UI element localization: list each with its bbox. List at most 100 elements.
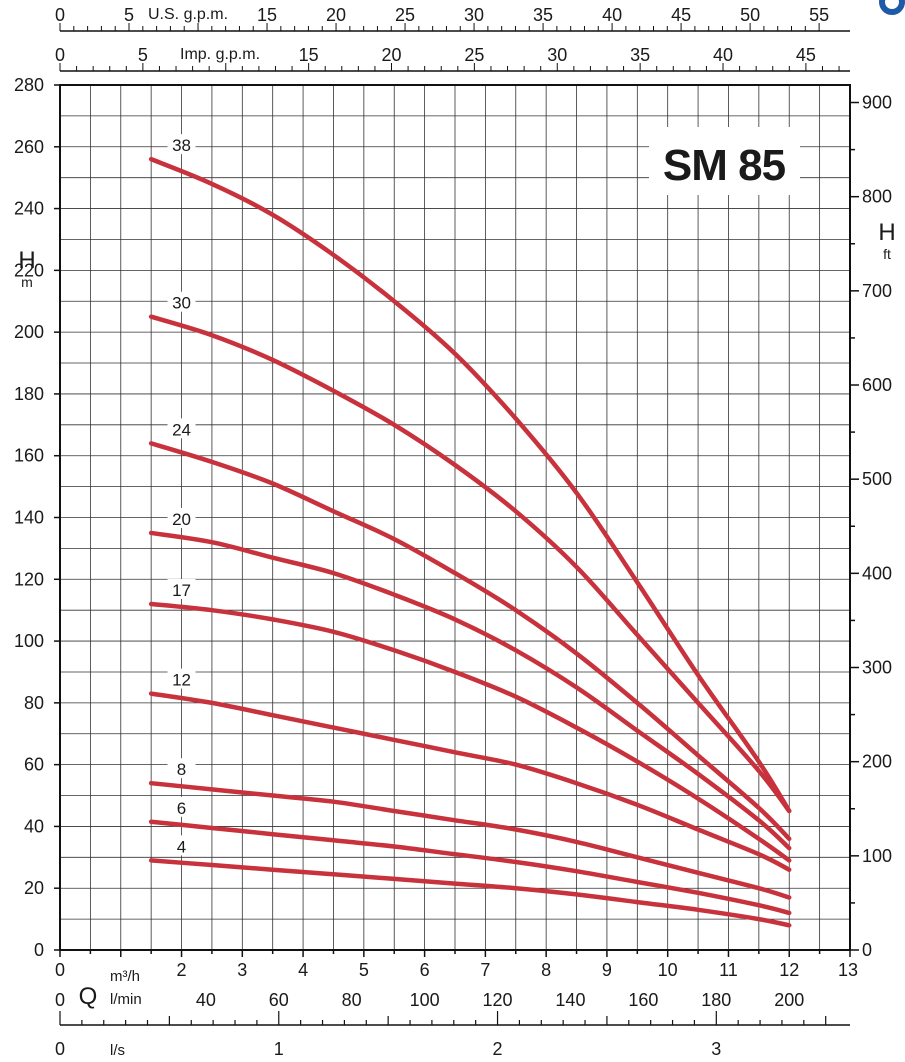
y2-tick-label: 500 [862, 469, 892, 489]
x-unit-label: m³/h [110, 968, 140, 985]
x-tick-label: 7 [480, 960, 490, 980]
us_gpm-tick-label: 30 [464, 5, 484, 25]
y-tick-label: 280 [14, 75, 44, 95]
y-tick-label: 240 [14, 199, 44, 219]
imp_gpm-tick-label: 20 [381, 45, 401, 65]
series-label-20: 20 [172, 510, 191, 529]
us_gpm-tick-label: 35 [533, 5, 553, 25]
series-label-background [167, 579, 196, 599]
series-line-12 [148, 691, 792, 872]
x-tick-label: 3 [237, 960, 247, 980]
ls-tick-label: 0 [55, 1039, 65, 1059]
imp_gpm-tick-label: 15 [299, 45, 319, 65]
us_gpm-tick-label: 0 [55, 5, 65, 25]
y2-tick-label: 100 [862, 846, 892, 866]
series-line-38 [148, 156, 792, 814]
series-label-4: 4 [177, 837, 186, 856]
x-tick-label: 0 [55, 960, 65, 980]
imp_gpm-tick-label: 35 [630, 45, 650, 65]
x-tick-label: 11 [719, 960, 738, 980]
series-label-background [167, 668, 196, 689]
y-tick-label: 180 [14, 384, 44, 404]
series-label-6: 6 [177, 799, 186, 818]
y-tick-label: 140 [14, 508, 44, 528]
lmin-unit-label: l/min [110, 991, 142, 1008]
series-line-6 [148, 819, 792, 916]
lmin-tick-label: 100 [410, 990, 440, 1010]
x-tick-label: 9 [602, 960, 612, 980]
series-label-8: 8 [177, 760, 186, 779]
y-tick-label: 220 [14, 260, 44, 280]
y-tick-label: 200 [14, 322, 44, 342]
y2-tick-label: 300 [862, 658, 892, 678]
us_gpm-tick-label: 20 [326, 5, 346, 25]
imp_gpm-tick-label: 30 [547, 45, 567, 65]
imp_gpm-unit-label: Imp. g.p.m. [180, 46, 260, 63]
lmin-tick-label: 80 [342, 990, 362, 1010]
y2-axis-label: H [878, 219, 895, 246]
y-tick-label: 40 [24, 816, 44, 836]
series-label-background [167, 291, 196, 312]
us_gpm-unit-label: U.S. g.p.m. [148, 6, 228, 23]
brand-logo [870, 0, 905, 20]
y-tick-label: 60 [24, 755, 44, 775]
x-tick-label: 10 [658, 960, 678, 980]
y-tick-label: 160 [14, 446, 44, 466]
us_gpm-tick-label: 25 [395, 5, 415, 25]
imp_gpm-tick-label: 25 [464, 45, 484, 65]
y-tick-label: 0 [34, 940, 44, 960]
lmin-tick-label: 0 [55, 990, 65, 1010]
us_gpm-tick-label: 55 [809, 5, 829, 25]
y2-tick-label: 800 [862, 187, 892, 207]
axes: 0204060801001201401601802002202402602800… [14, 5, 896, 1059]
x-tick-label: 8 [541, 960, 551, 980]
series-label-30: 30 [172, 294, 191, 313]
y-axis-label: H [18, 247, 35, 274]
series-label-background [167, 758, 196, 779]
series-line-4 [148, 858, 792, 928]
x-tick-label: 6 [420, 960, 430, 980]
x-tick-label: 5 [359, 960, 369, 980]
series-label-background [167, 835, 196, 856]
y2-tick-label: 600 [862, 375, 892, 395]
y-tick-label: 100 [14, 631, 44, 651]
us_gpm-tick-label: 50 [740, 5, 760, 25]
y2-tick-label: 700 [862, 281, 892, 301]
y-tick-label: 20 [24, 878, 44, 898]
series-line-30 [148, 314, 792, 814]
series-group [148, 156, 792, 928]
series-label-background [167, 507, 196, 528]
y-tick-label: 260 [14, 137, 44, 157]
chart-title: SM 85 [663, 141, 786, 190]
title-box: SM 85 [649, 127, 800, 195]
lmin-tick-label: 60 [269, 990, 289, 1010]
grid [60, 85, 850, 950]
y2-axis-unit: ft [883, 246, 891, 262]
y-tick-label: 120 [14, 569, 44, 589]
us_gpm-tick-label: 40 [602, 5, 622, 25]
imp_gpm-tick-label: 40 [713, 45, 733, 65]
imp_gpm-tick-label: 0 [55, 45, 65, 65]
us_gpm-tick-label: 5 [124, 5, 134, 25]
series-labels: 38 30 24 20 17 12 8 6 4 [167, 134, 196, 856]
imp_gpm-tick-label: 5 [138, 45, 148, 65]
us_gpm-tick-label: 15 [257, 5, 277, 25]
x-tick-label: 2 [177, 960, 187, 980]
lmin-tick-label: 200 [774, 990, 804, 1010]
lmin-tick-label: 40 [196, 990, 216, 1010]
y-axis-unit: m [21, 274, 33, 290]
y2-tick-label: 200 [862, 752, 892, 772]
ls-unit-label: l/s [110, 1042, 125, 1059]
series-line-8 [148, 780, 792, 900]
ls-tick-label: 1 [274, 1039, 284, 1059]
series-label-38: 38 [172, 136, 191, 155]
y-tick-label: 80 [24, 693, 44, 713]
y2-tick-label: 0 [862, 940, 872, 960]
x-tick-label: 12 [779, 960, 799, 980]
series-label-background [167, 418, 196, 439]
series-label-12: 12 [172, 671, 191, 690]
ls-tick-label: 2 [493, 1039, 503, 1059]
imp_gpm-tick-label: 45 [796, 45, 816, 65]
lmin-tick-label: 160 [628, 990, 658, 1010]
